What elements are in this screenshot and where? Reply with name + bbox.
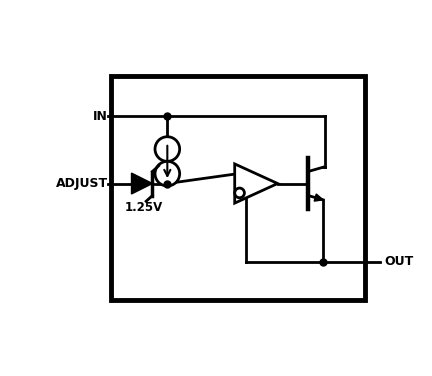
Text: IN: IN bbox=[93, 110, 108, 123]
Polygon shape bbox=[131, 173, 152, 194]
Text: 1.25V: 1.25V bbox=[125, 201, 163, 214]
Bar bbox=[111, 76, 365, 300]
Polygon shape bbox=[314, 194, 323, 201]
Text: OUT: OUT bbox=[384, 255, 413, 268]
Circle shape bbox=[155, 161, 180, 186]
Text: ADJUST: ADJUST bbox=[56, 177, 108, 190]
Polygon shape bbox=[235, 164, 278, 203]
Circle shape bbox=[155, 137, 180, 161]
Circle shape bbox=[235, 188, 245, 198]
